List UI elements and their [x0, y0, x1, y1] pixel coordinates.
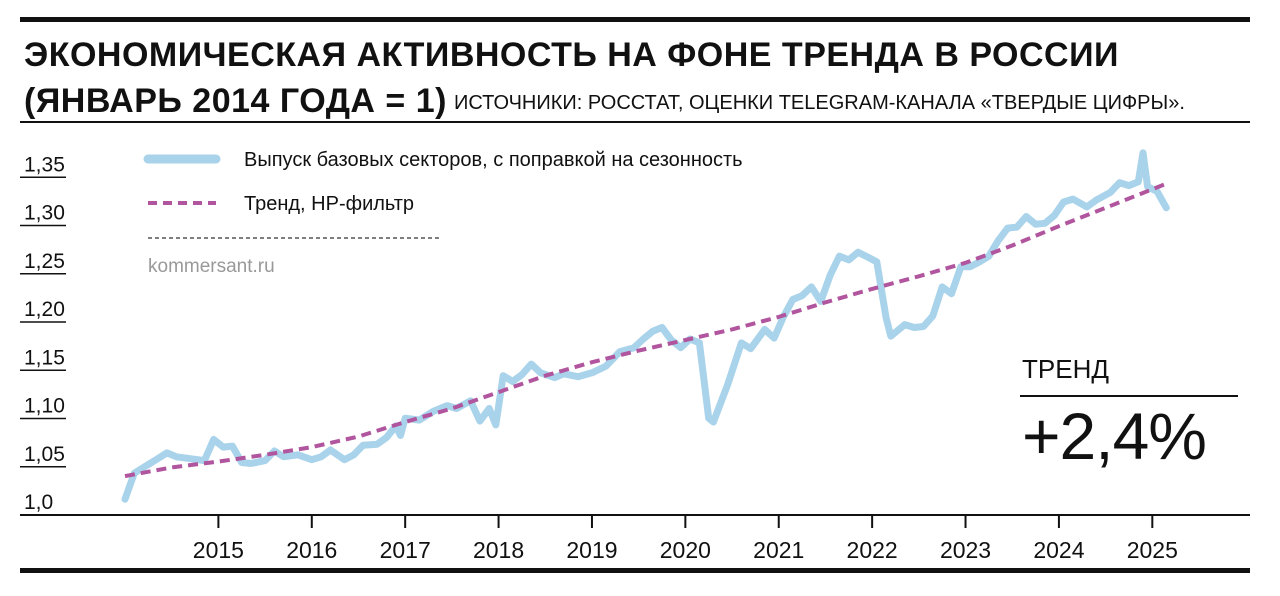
x-tick-label: 2021	[753, 537, 804, 563]
y-tick-label: 1,15	[24, 346, 65, 369]
x-tick-label: 2016	[286, 537, 337, 563]
y-tick-label: 1,25	[24, 250, 65, 273]
bottom-rule	[20, 568, 1250, 573]
x-tick-label: 2023	[940, 537, 991, 563]
y-tick-label: 1,30	[24, 202, 65, 225]
trend-box-label: ТРЕНД	[1022, 354, 1109, 384]
y-tick-label: 1,35	[24, 153, 65, 176]
credit-watermark: kommersant.ru	[148, 256, 275, 277]
x-tick-label: 2017	[380, 537, 431, 563]
x-tick-label: 2018	[473, 537, 524, 563]
top-rule	[20, 17, 1250, 22]
x-tick-label: 2025	[1127, 537, 1178, 563]
x-tick-label: 2019	[566, 537, 617, 563]
x-tick-label: 2024	[1033, 537, 1084, 563]
legend-trend-label: Тренд, HP-фильтр	[244, 193, 414, 215]
legend-output-label: Выпуск базовых секторов, с поправкой на …	[244, 149, 743, 171]
legend: Выпуск базовых секторов, с поправкой на …	[143, 149, 743, 239]
plot-area	[121, 149, 1170, 503]
trend-box-rule	[1020, 395, 1238, 397]
y-tick-label: 1,0	[24, 491, 53, 514]
header-rule	[20, 121, 1250, 123]
x-tick-label: 2020	[660, 537, 711, 563]
y-axis: 1,0 1,05 1,10 1,15 1,20 1,25 1,30 1,35	[20, 153, 66, 516]
chart-subtitle: (ЯНВАРЬ 2014 ГОДА = 1)	[24, 82, 447, 120]
x-tick-label: 2015	[193, 537, 244, 563]
y-tick-label: 1,10	[24, 395, 65, 418]
trend-box-value: +2,4%	[1022, 399, 1207, 473]
chart-title: ЭКОНОМИЧЕСКАЯ АКТИВНОСТЬ НА ФОНЕ ТРЕНДА …	[24, 36, 1119, 74]
source-note: ИСТОЧНИКИ: РОССТАТ, ОЦЕНКИ TELEGRAM-КАНА…	[454, 92, 1185, 114]
y-tick-label: 1,05	[24, 443, 65, 466]
x-tick-label: 2022	[847, 537, 898, 563]
series-output-line	[121, 149, 1170, 503]
series-trend-line	[124, 181, 1168, 479]
x-axis: 2015 2016 2017 2018 2019 2020 2021 2022 2023 2024…	[20, 514, 1250, 563]
y-tick-label: 1,20	[24, 298, 65, 321]
